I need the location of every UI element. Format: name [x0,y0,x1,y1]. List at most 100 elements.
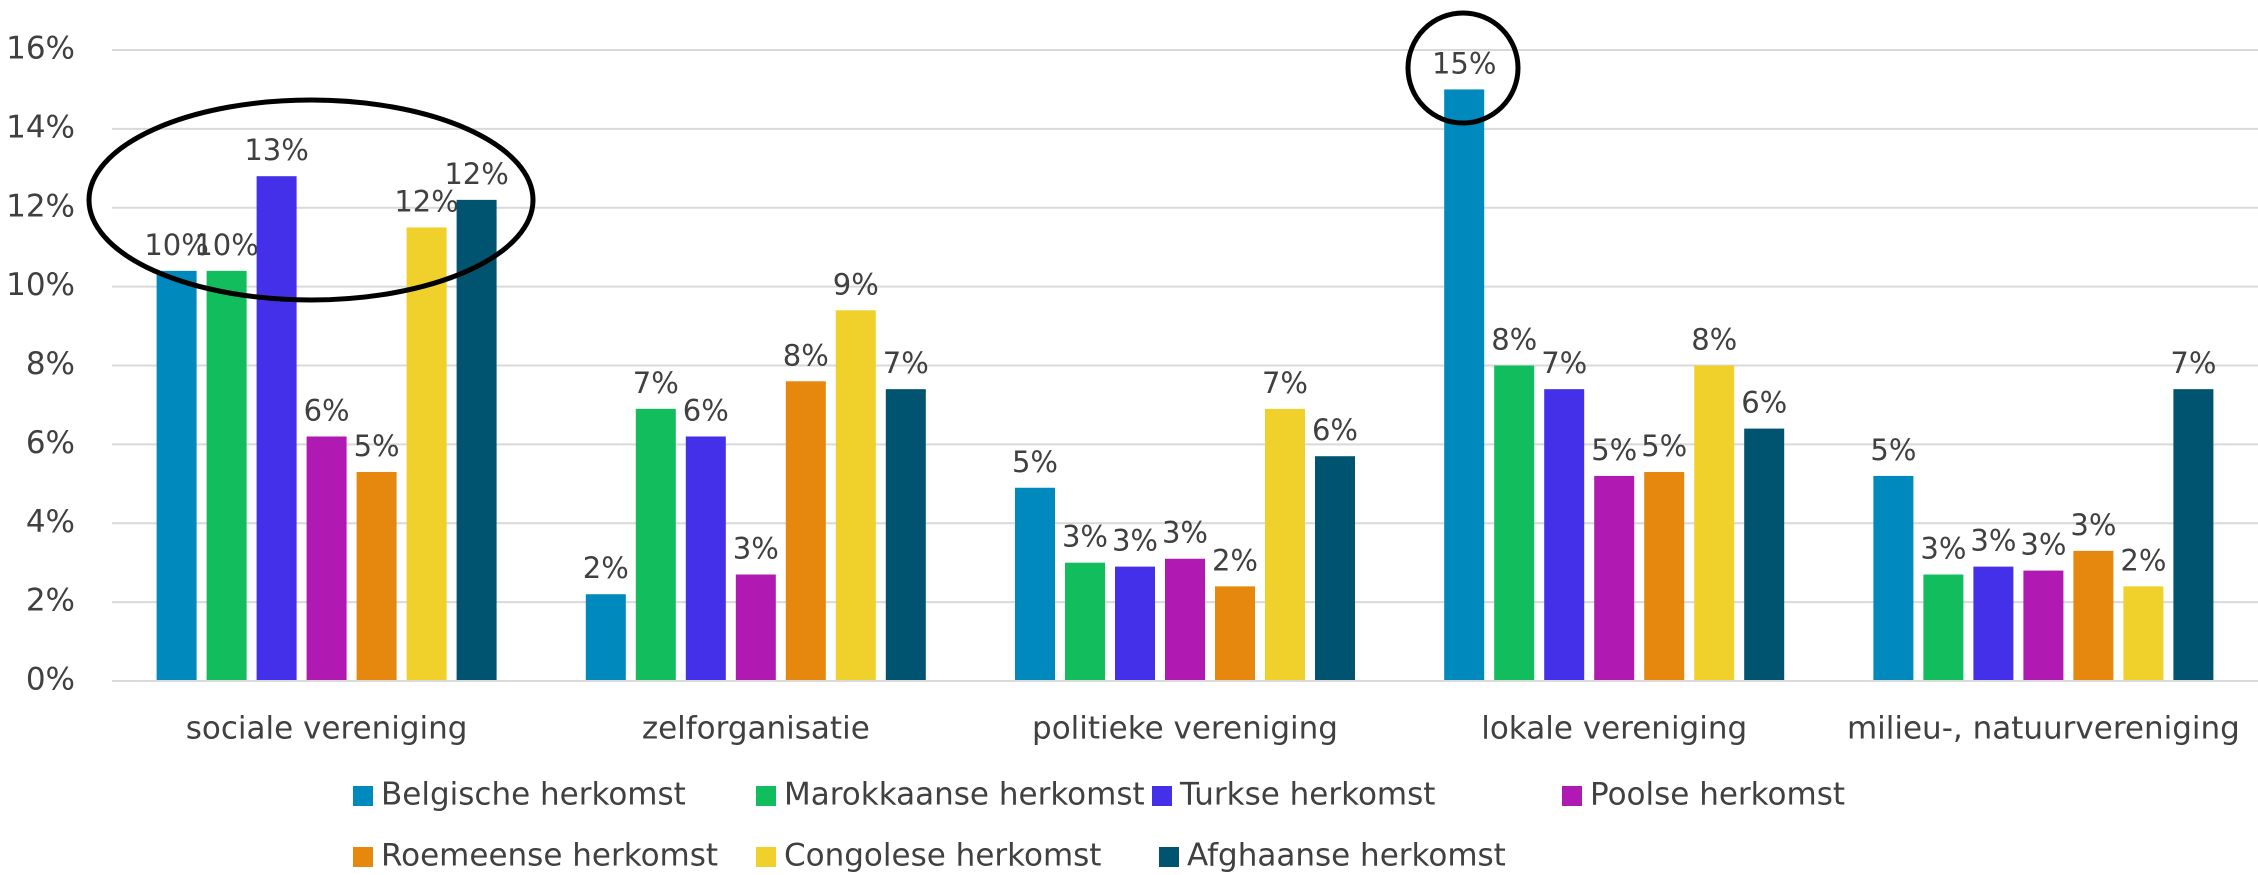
legend-swatch [756,847,776,867]
value-label: 5% [354,429,400,463]
bar [206,270,247,681]
legend-label: Marokkaanse herkomst [784,777,1145,813]
y-tick-label: 8% [26,346,75,382]
bar [1694,365,1735,681]
bar [1115,566,1155,681]
bar [156,270,197,681]
bar [1165,558,1205,681]
bar [585,594,626,681]
value-label: 3% [1920,532,1966,566]
value-label: 8% [1691,323,1737,357]
value-label: 5% [1591,433,1637,467]
legend-swatch [1152,786,1172,806]
bar [306,436,347,681]
x-tick-label: politieke vereniging [1032,711,1338,747]
bar [685,436,726,681]
x-tick-label: lokale vereniging [1481,711,1747,747]
bar [1315,456,1355,681]
bar [1544,389,1585,681]
x-tick-label: sociale vereniging [186,711,468,747]
legend-label: Poolse herkomst [1590,777,1845,813]
y-tick-label: 10% [6,267,75,303]
value-label: 5% [1012,445,1058,479]
value-label: 8% [783,338,829,372]
y-tick-label: 16% [6,31,75,67]
highlight-circle [1405,10,1521,126]
value-label: 3% [1162,516,1208,550]
value-label: 5% [1641,429,1687,463]
value-label: 5% [1870,433,1916,467]
y-tick-label: 4% [26,504,75,540]
bar [1644,471,1685,681]
legend-label: Afghaanse herkomst [1187,838,1506,874]
value-label: 15% [1432,46,1496,80]
bar [1873,475,1914,681]
bar [256,176,297,681]
y-tick-label: 0% [26,662,75,698]
value-label: 2% [1212,543,1258,577]
value-label: 13% [244,133,308,167]
plot-area: 0%2%4%6%8%10%12%14%16%sociale vereniging… [6,31,2258,874]
bar [1494,365,1535,681]
y-tick-label: 14% [6,109,75,145]
value-label: 7% [883,346,929,380]
bar [1265,408,1305,681]
value-label: 2% [2120,543,2166,577]
value-label: 7% [1262,366,1308,400]
bar [2173,389,2214,681]
value-label: 7% [1541,346,1587,380]
value-label: 10% [194,228,258,262]
bar [885,389,926,681]
value-label: 12% [394,184,458,218]
bar [356,471,397,681]
value-label: 3% [733,532,779,566]
value-label: 6% [304,393,350,427]
bar [1744,428,1785,681]
bar [835,310,876,681]
x-tick-label: zelforganisatie [642,711,870,747]
legend-label: Roemeense herkomst [381,838,718,874]
legend-swatch [353,786,373,806]
bar [1973,566,2014,681]
bar [785,381,826,681]
bar [735,574,776,681]
legend-label: Belgische herkomst [381,777,686,813]
value-label: 3% [1970,524,2016,558]
value-label: 10% [144,228,208,262]
value-label: 9% [833,267,879,301]
value-label: 3% [2020,528,2066,562]
bar [2073,550,2114,681]
bar [456,199,497,682]
value-label: 7% [633,366,679,400]
bar [1215,586,1255,681]
legend-swatch [756,786,776,806]
bar [2023,570,2064,681]
legend-swatch [1562,786,1582,806]
x-tick-label: milieu-, natuurvereniging [1847,711,2240,747]
legend-label: Turkse herkomst [1179,777,1435,813]
value-label: 8% [1491,323,1537,357]
value-label: 6% [683,393,729,427]
value-label: 3% [1062,520,1108,554]
bar [1065,562,1105,681]
value-label: 6% [1312,413,1358,447]
legend-swatch [353,847,373,867]
value-label: 6% [1741,386,1787,420]
bar [1923,574,1964,681]
value-label: 3% [2070,508,2116,542]
value-label: 7% [2170,346,2216,380]
bar [1594,475,1635,681]
y-tick-label: 12% [6,188,75,224]
legend-label: Congolese herkomst [784,838,1101,874]
bar [1444,89,1485,681]
bar [1015,487,1055,681]
bar [635,408,676,681]
value-label: 2% [583,551,629,585]
bar [406,227,447,681]
y-tick-label: 2% [26,583,75,619]
bar [2123,586,2164,681]
value-label: 3% [1112,524,1158,558]
y-tick-label: 6% [26,425,75,461]
legend-swatch [1159,847,1179,867]
